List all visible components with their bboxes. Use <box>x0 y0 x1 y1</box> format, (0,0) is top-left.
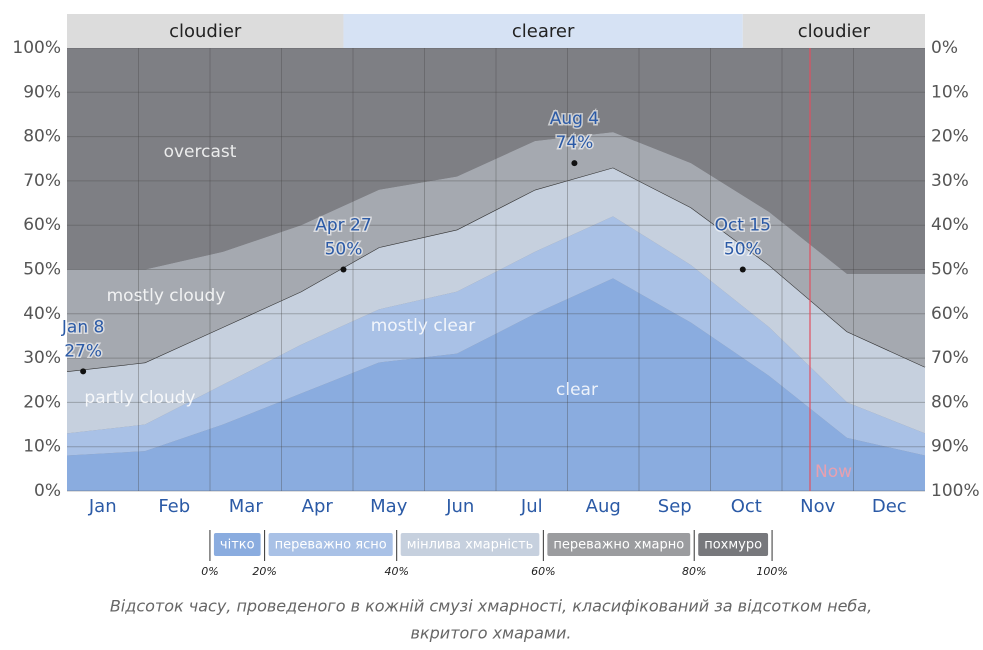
legend-tick-label: 60% <box>531 565 555 578</box>
x-tick-label: Jun <box>445 496 474 517</box>
area-label: overcast <box>164 142 237 162</box>
legend-tick-label: 40% <box>384 565 408 578</box>
area-label: mostly clear <box>371 316 476 336</box>
caption: вкритого хмарами. <box>411 624 572 643</box>
legend-tick-label: 0% <box>201 565 218 578</box>
y2-tick-label: 80% <box>931 392 969 412</box>
y-tick-label: 10% <box>23 437 61 457</box>
y2-tick-label: 50% <box>931 260 969 280</box>
y-tick-label: 80% <box>23 127 61 147</box>
y-tick-label: 60% <box>23 215 61 235</box>
y2-tick-label: 10% <box>931 82 969 102</box>
annotation-value: 74% <box>556 133 594 153</box>
y-tick-label: 40% <box>23 304 61 324</box>
legend-swatch <box>268 533 393 556</box>
y-tick-label: 70% <box>23 171 61 191</box>
x-tick-label: Sep <box>658 496 692 517</box>
y2-tick-label: 30% <box>931 171 969 191</box>
legend-swatch <box>698 533 769 556</box>
annotation-date: Apr 27 <box>315 216 371 236</box>
season-band <box>67 14 344 48</box>
x-tick-label: Feb <box>158 496 190 517</box>
legend-label: переважно ясно <box>275 538 387 553</box>
x-tick-label: Dec <box>872 496 907 517</box>
area-label: mostly cloudy <box>107 286 226 306</box>
y-tick-label: 30% <box>23 348 61 368</box>
y2-tick-label: 40% <box>931 215 969 235</box>
x-tick-label: Jul <box>520 496 543 517</box>
annotation-date: Jan 8 <box>61 317 104 337</box>
season-band <box>742 14 925 48</box>
x-tick-label: Apr <box>302 496 334 517</box>
y-tick-label: 50% <box>23 260 61 280</box>
area <box>67 48 925 274</box>
y2-tick-label: 100% <box>931 481 980 501</box>
annotation-value: 27% <box>64 341 102 361</box>
area <box>67 216 925 456</box>
y2-tick-label: 90% <box>931 437 969 457</box>
legend-label: переважно хмарно <box>553 538 684 553</box>
legend-tick-label: 80% <box>682 565 706 578</box>
annotation-dot <box>340 266 347 273</box>
x-tick-label: Jan <box>88 496 117 517</box>
x-tick-label: Aug <box>586 496 621 517</box>
y-tick-label: 20% <box>23 392 61 412</box>
legend-tick-label: 100% <box>756 565 787 578</box>
area <box>67 278 925 491</box>
legend-tick-label: 20% <box>252 565 276 578</box>
y-tick-label: 0% <box>34 481 61 501</box>
annotation-value: 50% <box>724 240 762 260</box>
y2-tick-label: 0% <box>931 38 958 58</box>
annotation-date: Aug 4 <box>550 109 599 129</box>
legend-swatch <box>400 533 540 556</box>
y2-tick-label: 70% <box>931 348 969 368</box>
caption: Відсоток часу, проведеного в кожній смуз… <box>110 597 872 616</box>
legend-label: мінлива хмарність <box>407 538 534 553</box>
legend: чітко переважно ясно мінлива хмарність пере… <box>213 533 769 556</box>
annotation-dot <box>80 368 87 375</box>
y2-tick-label: 20% <box>931 127 969 147</box>
area-label: partly cloudy <box>84 388 195 408</box>
x-tick-label: Nov <box>800 496 835 517</box>
season-band <box>343 14 743 48</box>
legend-label: похмуро <box>704 538 762 553</box>
area <box>67 167 925 434</box>
area-label: clear <box>556 380 598 400</box>
season-label: cloudier <box>169 21 242 42</box>
annotation-dot <box>571 160 578 167</box>
y-tick-label: 100% <box>12 38 61 58</box>
annotation-dot <box>739 266 746 273</box>
annotation-value: 50% <box>325 240 363 260</box>
x-tick-label: May <box>370 496 408 517</box>
legend-label: чітко <box>220 538 255 553</box>
x-tick-label: Mar <box>229 496 264 517</box>
y2-tick-label: 60% <box>931 304 969 324</box>
y-tick-label: 90% <box>23 82 61 102</box>
season-label: cloudier <box>798 21 871 42</box>
legend-swatch <box>547 533 691 556</box>
x-tick-label: Oct <box>731 496 762 517</box>
now-label: Now <box>815 462 852 482</box>
season-label: clearer <box>512 21 575 42</box>
annotation-date: Oct 15 <box>715 216 771 236</box>
area <box>67 132 925 372</box>
legend-swatch <box>213 533 261 556</box>
